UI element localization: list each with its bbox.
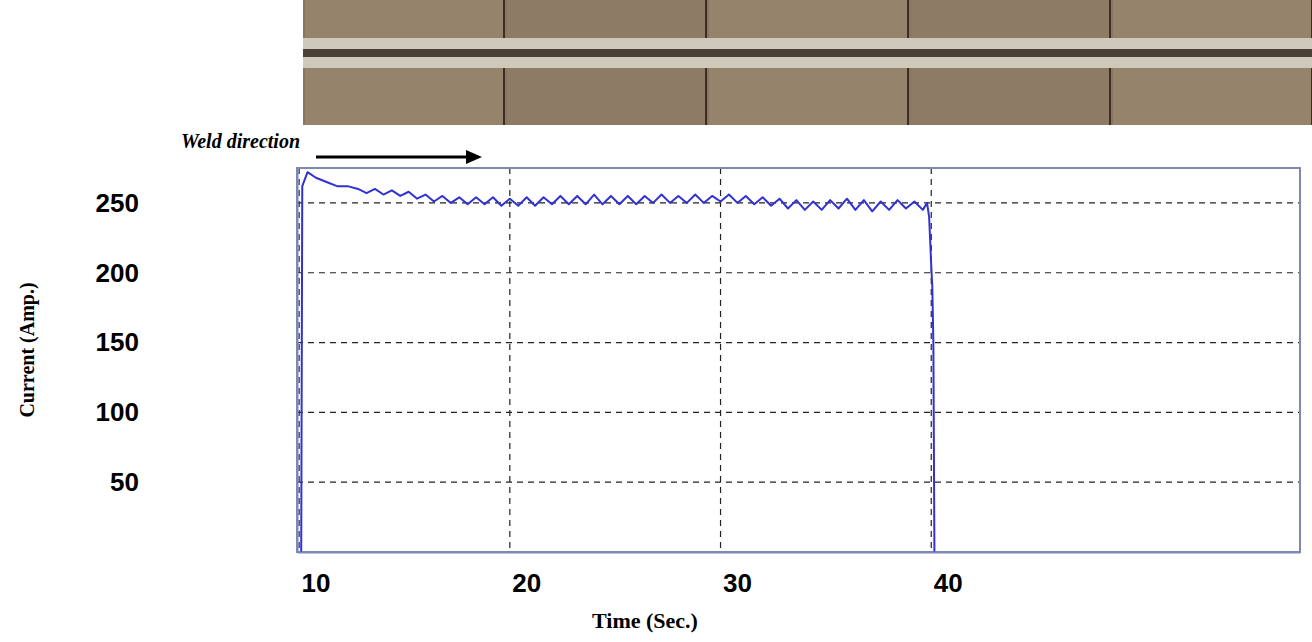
grid-line-y bbox=[297, 482, 1300, 483]
annotation: Weld direction bbox=[181, 130, 300, 152]
x-tick: 10 bbox=[300, 552, 331, 598]
grid-line-y bbox=[297, 272, 1300, 273]
y-axis: 50 100 150 200 250 bbox=[96, 169, 298, 553]
y-tick-label: 250 bbox=[96, 188, 139, 218]
grid-line-x bbox=[720, 168, 721, 552]
x-axis: 10 20 30 40 bbox=[298, 552, 1301, 598]
y-tick-label: 50 bbox=[110, 467, 139, 497]
x-tick: 30 bbox=[721, 552, 752, 598]
x-axis-title: Time (Sec.) bbox=[592, 608, 698, 633]
x-tick-label: 40 bbox=[934, 568, 963, 598]
plot-area bbox=[301, 172, 934, 552]
weld-bead-center bbox=[303, 49, 1312, 57]
arrow-head bbox=[466, 150, 482, 164]
grid-line-y bbox=[297, 412, 1300, 413]
direction-arrow bbox=[316, 150, 482, 164]
grid-line-x bbox=[299, 168, 300, 552]
x-tick: 40 bbox=[932, 552, 963, 598]
y-tick-label: 150 bbox=[96, 327, 139, 357]
current-line bbox=[301, 172, 934, 552]
arrow-shaft bbox=[316, 156, 470, 159]
y-axis-title: Current (Amp.) bbox=[16, 282, 39, 417]
photo-ground bbox=[303, 0, 1312, 125]
weld-bead bbox=[303, 38, 1312, 68]
weld-photo bbox=[303, 0, 1312, 125]
grid bbox=[297, 168, 1300, 552]
y-tick: 250 bbox=[96, 188, 297, 218]
y-tick: 200 bbox=[96, 258, 297, 288]
x-tick-label: 20 bbox=[512, 568, 541, 598]
x-tick-label: 10 bbox=[302, 568, 331, 598]
chart: 50 100 150 200 250 10 20 30 40 Current (Amp.) Time… bbox=[0, 0, 1312, 642]
grid-line-y bbox=[297, 342, 1300, 343]
y-tick: 50 bbox=[110, 467, 297, 497]
y-tick: 100 bbox=[96, 397, 297, 427]
x-axis-line bbox=[298, 552, 1301, 554]
y-tick-label: 100 bbox=[96, 397, 139, 427]
y-tick: 150 bbox=[96, 327, 297, 357]
grid-line-x bbox=[931, 168, 932, 552]
plot-frame bbox=[297, 168, 1300, 552]
x-tick-label: 30 bbox=[723, 568, 752, 598]
y-axis-line bbox=[297, 169, 299, 553]
y-tick-label: 200 bbox=[96, 258, 139, 288]
x-tick: 20 bbox=[510, 552, 541, 598]
grid-line-x bbox=[509, 168, 510, 552]
